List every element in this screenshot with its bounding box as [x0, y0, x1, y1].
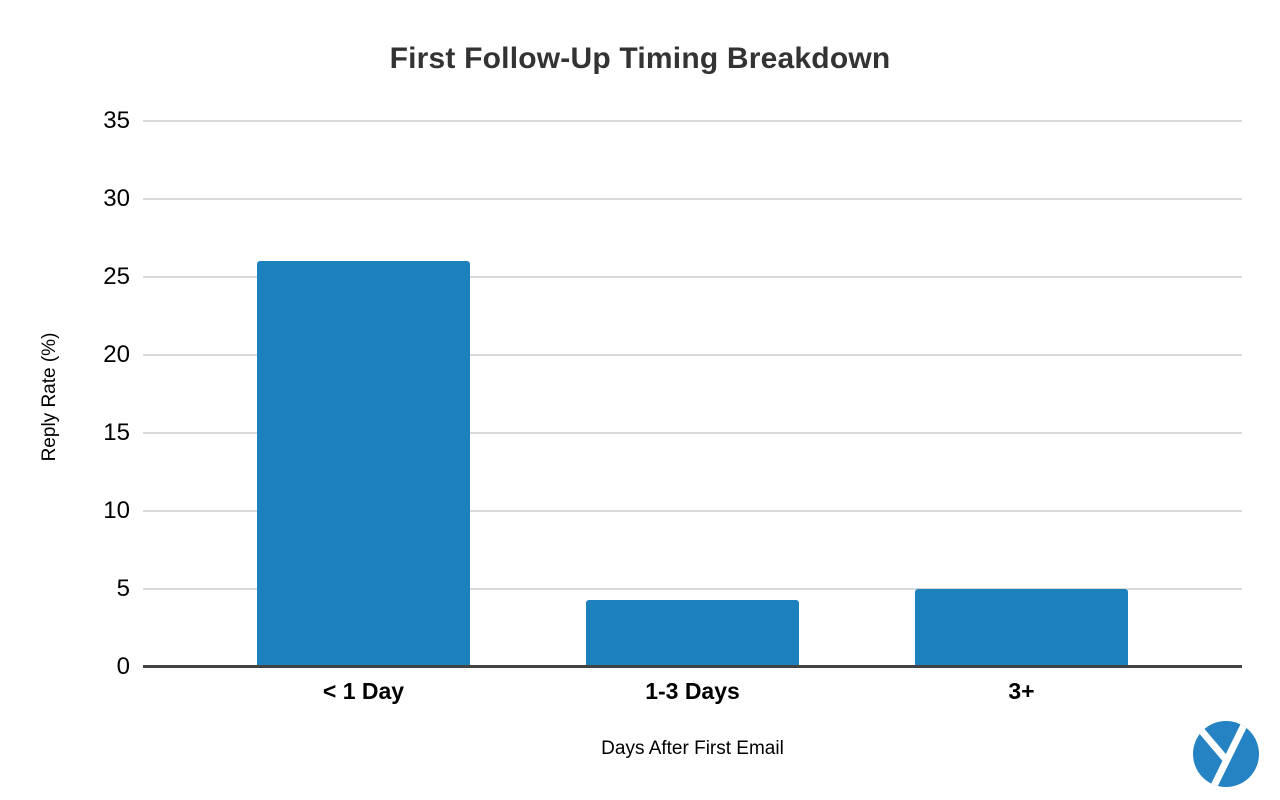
- y-tick-label: 30: [103, 185, 130, 212]
- category-label: < 1 Day: [322, 678, 405, 704]
- bar: [915, 589, 1128, 667]
- gridline: [143, 588, 1242, 590]
- y-tick-label: 10: [103, 497, 130, 524]
- x-axis-line: [143, 665, 1242, 668]
- y-tick-label: 15: [103, 419, 130, 446]
- y-tick-label: 25: [103, 263, 130, 290]
- y-tick-label: 20: [103, 341, 130, 368]
- y-tick-label: 5: [116, 575, 130, 602]
- category-label: 3+: [1008, 678, 1035, 704]
- gridline: [143, 510, 1242, 512]
- bar: [586, 599, 799, 667]
- gridline: [143, 354, 1242, 356]
- gridline: [143, 276, 1242, 278]
- x-axis-title: Days After First Email: [601, 738, 784, 759]
- bar: [257, 261, 470, 667]
- plot-area: [143, 120, 1242, 668]
- gridline: [143, 198, 1242, 200]
- y-tick-label: 0: [116, 653, 130, 680]
- brand-logo-icon: [1193, 721, 1259, 787]
- y-tick-label: 35: [103, 107, 130, 134]
- gridline: [143, 120, 1242, 122]
- chart-title: First Follow-Up Timing Breakdown: [389, 42, 891, 75]
- gridline: [143, 432, 1242, 434]
- category-label: 1-3 Days: [645, 678, 740, 704]
